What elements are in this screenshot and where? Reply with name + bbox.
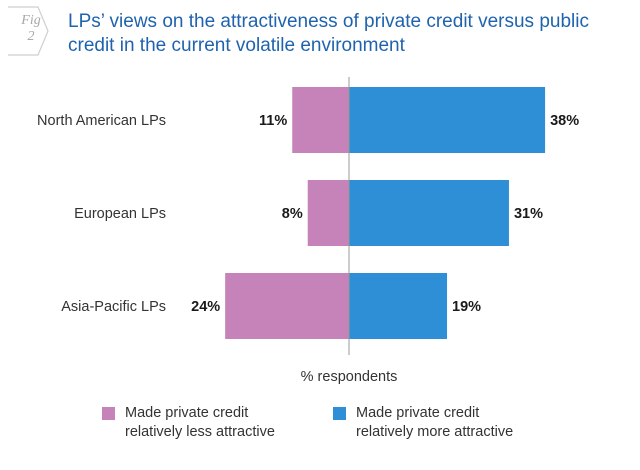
bar-less-asia-pacific-lps bbox=[225, 273, 349, 339]
legend-swatch-less-attractive bbox=[102, 407, 115, 420]
value-label-less-asia-pacific-lps: 24% bbox=[191, 299, 220, 315]
figure-badge-word: Fig bbox=[21, 13, 41, 28]
chart-title: LPs’ views on the attractiveness of priv… bbox=[68, 11, 589, 56]
value-label-more-european-lps: 31% bbox=[514, 206, 543, 222]
legend-item-more-attractive: Made private credit relatively more attr… bbox=[333, 404, 513, 442]
bar-less-north-american-lps bbox=[292, 87, 349, 153]
figure-badge-number: 2 bbox=[27, 29, 35, 44]
chart-area: North American LPs 11% 38% European LPs 8% 31… bbox=[37, 77, 579, 385]
bar-more-asia-pacific-lps bbox=[349, 273, 448, 339]
x-axis-label: % respondents bbox=[301, 369, 398, 385]
value-label-less-european-lps: 8% bbox=[282, 206, 303, 222]
legend-item-less-attractive: Made private credit relatively less attr… bbox=[102, 404, 275, 442]
legend-label-less-attractive: Made private credit relatively less attr… bbox=[125, 405, 275, 440]
legend-label-more-attractive: Made private credit relatively more attr… bbox=[356, 405, 514, 440]
bar-more-north-american-lps bbox=[349, 87, 546, 153]
bar-less-european-lps bbox=[307, 180, 349, 246]
figure-badge: Fig 2 bbox=[6, 6, 50, 56]
category-label-european-lps: European LPs bbox=[74, 206, 166, 222]
bar-more-european-lps bbox=[349, 180, 509, 246]
figure-badge-frame bbox=[8, 6, 49, 56]
legend-swatch-more-attractive bbox=[333, 407, 346, 420]
value-label-less-north-american-lps: 11% bbox=[259, 113, 287, 129]
category-label-north-american-lps: North American LPs bbox=[37, 113, 166, 129]
value-label-more-north-american-lps: 38% bbox=[550, 113, 579, 129]
value-label-more-asia-pacific-lps: 19% bbox=[452, 299, 481, 315]
category-label-asia-pacific-lps: Asia-Pacific LPs bbox=[61, 299, 166, 315]
